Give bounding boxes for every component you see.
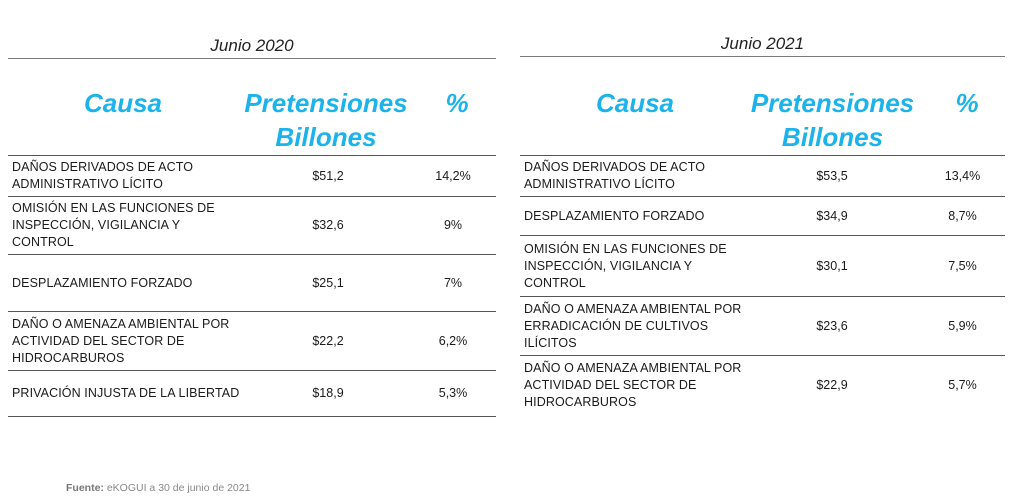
percent-cell: 6,2% — [438, 333, 468, 348]
percent-cell: 5,9% — [948, 318, 977, 333]
table-row: PRIVACIÓN INJUSTA DE LA LIBERTAD $18,9 5… — [8, 371, 496, 417]
causa-cell: DAÑOS DERIVADOS DE ACTO ADMINISTRATIVO L… — [12, 160, 194, 191]
value-cell: $25,1 — [312, 275, 344, 290]
table-row: DESPLAZAMIENTO FORZADO $25,1 7% — [8, 255, 496, 312]
header-pretensiones: Pretensiones Billones — [750, 88, 915, 152]
header-percent: % — [445, 88, 469, 118]
causa-cell: OMISIÓN EN LAS FUNCIONES DE INSPECCIÓN, … — [524, 241, 727, 290]
percent-cell: 5,7% — [948, 377, 977, 392]
value-cell: $23,6 — [816, 318, 848, 333]
table-row: DAÑO O AMENAZA AMBIENTAL POR ACTIVIDAD D… — [8, 312, 496, 371]
percent-cell: 9% — [443, 218, 463, 232]
causa-cell: DAÑO O AMENAZA AMBIENTAL POR ERRADICACIÓ… — [524, 301, 742, 350]
percent-cell: 14,2% — [435, 168, 471, 183]
source-label: Fuente: — [66, 482, 104, 494]
value-cell: $32,6 — [312, 218, 344, 232]
table-body: DAÑOS DERIVADOS DE ACTO ADMINISTRATIVO L… — [520, 155, 1005, 414]
table-row: DAÑO O AMENAZA AMBIENTAL POR ACTIVIDAD D… — [520, 356, 1005, 414]
causa-cell: DESPLAZAMIENTO FORZADO — [524, 208, 705, 223]
source-text: eKOGUI a 30 de junio de 2021 — [103, 482, 251, 494]
value-cell: $18,9 — [312, 386, 344, 400]
causa-cell: OMISIÓN EN LAS FUNCIONES DE INSPECCIÓN, … — [12, 201, 215, 249]
table-row: DAÑOS DERIVADOS DE ACTO ADMINISTRATIVO L… — [520, 156, 1005, 197]
percent-cell: 7,5% — [948, 258, 977, 273]
percent-cell: 8,7% — [948, 208, 977, 223]
value-cell: $22,2 — [312, 333, 344, 348]
causa-cell: PRIVACIÓN INJUSTA DE LA LIBERTAD — [12, 386, 240, 400]
causa-cell: DAÑO O AMENAZA AMBIENTAL POR ACTIVIDAD D… — [12, 316, 230, 365]
value-cell: $51,2 — [312, 168, 344, 183]
header-percent: % — [955, 88, 979, 118]
table-row: DAÑO O AMENAZA AMBIENTAL POR ERRADICACIÓ… — [520, 297, 1005, 356]
percent-cell: 5,3% — [438, 386, 468, 400]
causa-cell: DESPLAZAMIENTO FORZADO — [12, 275, 193, 290]
causa-cell: DAÑO O AMENAZA AMBIENTAL POR ACTIVIDAD D… — [524, 360, 742, 409]
table-body: DAÑOS DERIVADOS DE ACTO ADMINISTRATIVO L… — [8, 155, 496, 417]
percent-cell: 13,4% — [944, 168, 981, 183]
header-causa: Causa — [595, 88, 675, 118]
value-cell: $22,9 — [816, 377, 848, 392]
table-row: DESPLAZAMIENTO FORZADO $34,9 8,7% — [520, 197, 1005, 236]
table-row: OMISIÓN EN LAS FUNCIONES DE INSPECCIÓN, … — [8, 197, 496, 255]
source-note: Fuente: eKOGUI a 30 de junio de 2021 — [66, 482, 250, 494]
table-row: DAÑOS DERIVADOS DE ACTO ADMINISTRATIVO L… — [8, 156, 496, 197]
value-cell: $34,9 — [816, 208, 848, 223]
header-causa: Causa — [83, 88, 163, 118]
causa-cell: DAÑOS DERIVADOS DE ACTO ADMINISTRATIVO L… — [524, 160, 706, 191]
period-title: Junio 2020 — [8, 36, 496, 59]
header-pretensiones: Pretensiones Billones — [244, 88, 408, 152]
value-cell: $30,1 — [816, 258, 848, 273]
table-row: OMISIÓN EN LAS FUNCIONES DE INSPECCIÓN, … — [520, 236, 1005, 297]
period-title: Junio 2021 — [520, 34, 1005, 57]
value-cell: $53,5 — [816, 168, 848, 183]
percent-cell: 7% — [443, 275, 463, 290]
